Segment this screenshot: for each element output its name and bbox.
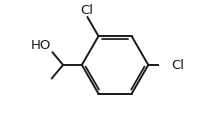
Text: HO: HO — [31, 39, 51, 52]
Text: Cl: Cl — [172, 59, 184, 72]
Text: Cl: Cl — [80, 4, 93, 17]
